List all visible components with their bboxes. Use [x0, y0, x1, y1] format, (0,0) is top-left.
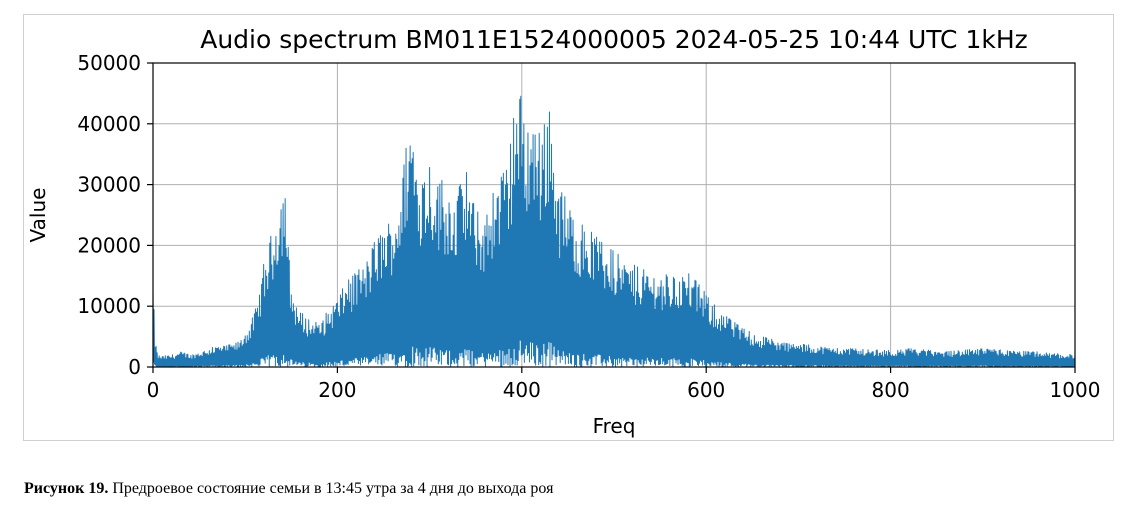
- y-tick-label: 10000: [77, 294, 141, 318]
- y-tick-label: 0: [128, 355, 141, 379]
- chart-title: Audio spectrum BM011E1524000005 2024-05-…: [200, 25, 1028, 54]
- axis-ticks: 0 200 400 600 800 100001000020000300004000050…: [77, 51, 1100, 402]
- y-tick-label: 30000: [77, 173, 141, 197]
- spectrum-chart: 0 200 400 600 800 100001000020000300004000050…: [26, 25, 1100, 438]
- x-tick-label: 200: [318, 378, 356, 402]
- y-axis-label: Value: [26, 188, 50, 243]
- x-tick-label: 600: [687, 378, 725, 402]
- caption-label: Рисунок 19.: [24, 480, 109, 497]
- spectrum-series-line: [152, 95, 1076, 368]
- x-axis-label: Freq: [593, 414, 636, 438]
- y-tick-label: 20000: [77, 233, 141, 257]
- y-tick-label: 50000: [77, 51, 141, 75]
- figure-frame: 0 200 400 600 800 1000 0 10000 20000 30000 40000 50…: [23, 14, 1114, 441]
- x-tick-label: 1000: [1050, 378, 1101, 402]
- caption-text: Предроевое состояние семьи в 13:45 утра …: [108, 480, 554, 497]
- x-tick-label: 800: [872, 378, 910, 402]
- x-tick-label: 400: [503, 378, 541, 402]
- x-tick-label: 0: [147, 378, 160, 402]
- figure-caption: Рисунок 19. Предроевое состояние семьи в…: [24, 480, 553, 498]
- y-tick-label: 40000: [77, 112, 141, 136]
- plot-frame: [152, 62, 1076, 368]
- data-layer: [152, 95, 1076, 368]
